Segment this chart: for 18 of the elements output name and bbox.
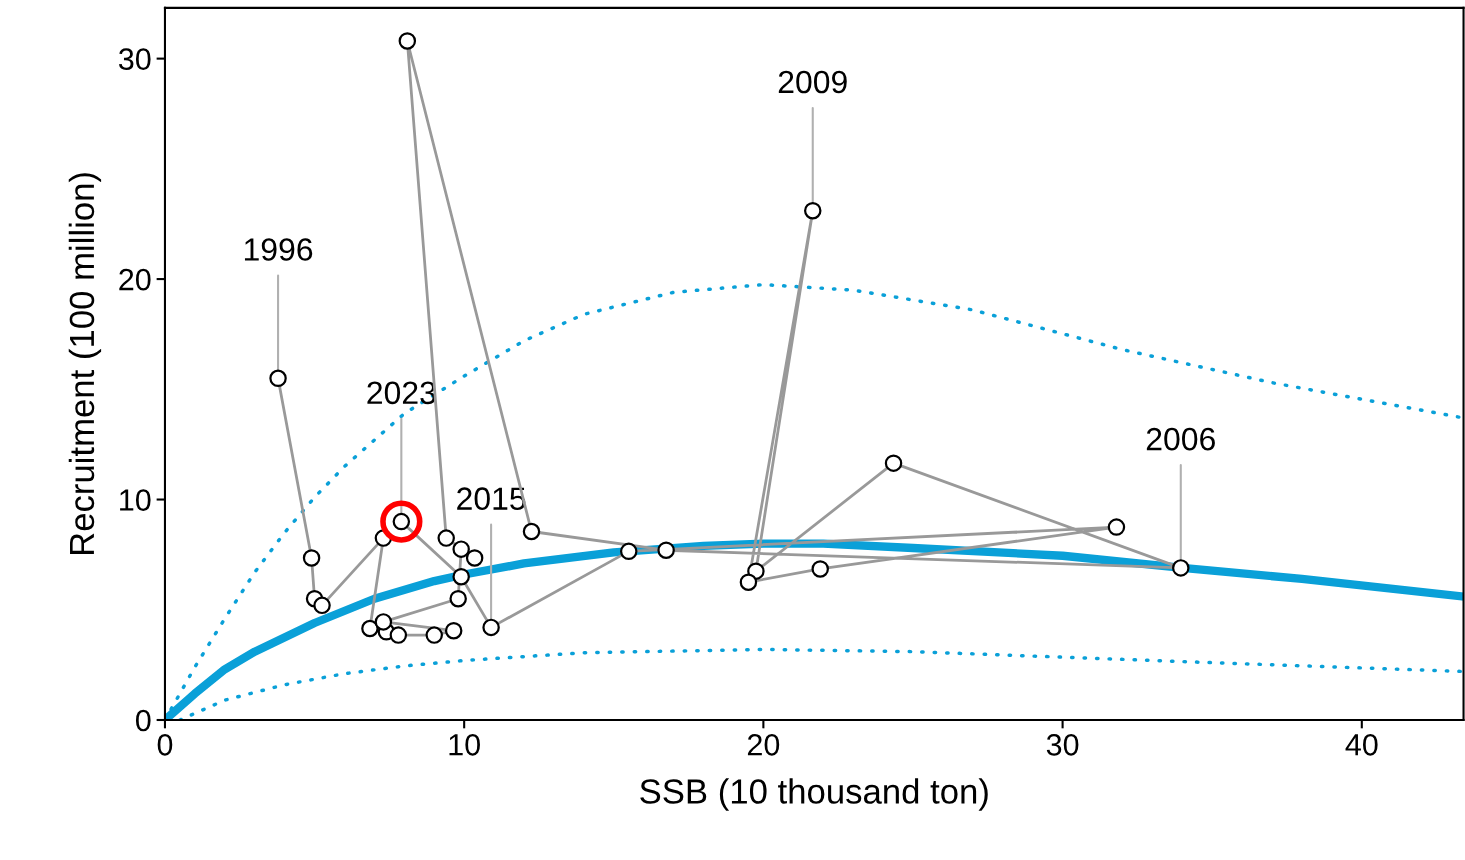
annotation: 2015	[457, 487, 526, 510]
annotation: 2023	[367, 381, 436, 405]
y-axis-title: Recruitment (100 million)	[68, 173, 102, 555]
y-tick-label: 0	[135, 709, 151, 732]
annotation: 2006	[1146, 427, 1215, 451]
point	[380, 500, 423, 543]
x-tick-label: 30	[1046, 733, 1079, 756]
x-axis-title: SSB (10 thousand ton)	[640, 778, 988, 811]
y-tick-label: 30	[118, 48, 151, 70]
annotation: 1996	[244, 238, 313, 261]
annotation: 2009	[778, 70, 847, 94]
x-tick-label: 40	[1345, 733, 1378, 756]
line-series	[178, 647, 1464, 720]
x-tick-label: 20	[747, 733, 780, 756]
x-tick-label: 10	[449, 733, 480, 756]
y-tick-label: 10	[120, 489, 151, 511]
y-tick-label: 20	[119, 268, 151, 291]
x-tick-label: 0	[157, 733, 173, 756]
